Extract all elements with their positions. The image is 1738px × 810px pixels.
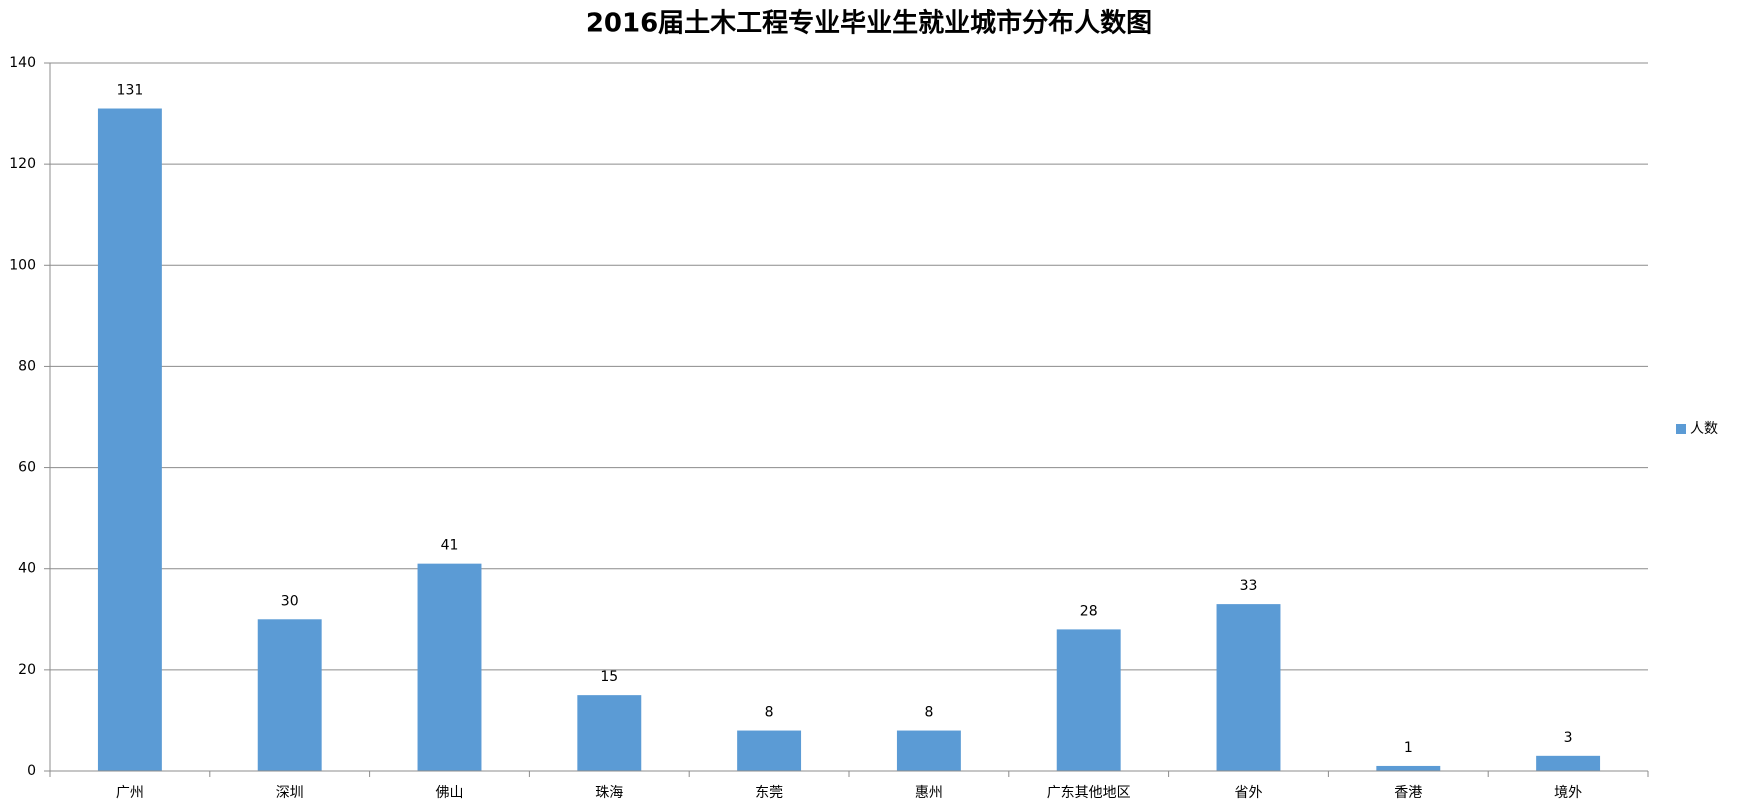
- data-label: 28: [1080, 603, 1098, 619]
- data-label: 41: [441, 538, 459, 554]
- bar: [896, 730, 961, 771]
- bar: [417, 563, 482, 771]
- data-label: 30: [281, 593, 299, 609]
- data-label: 15: [600, 669, 618, 685]
- bar: [257, 619, 322, 771]
- y-tick-label: 100: [9, 257, 36, 273]
- y-tick-label: 60: [18, 460, 36, 476]
- x-tick-label: 境外: [1554, 785, 1582, 801]
- bar: [1376, 765, 1441, 771]
- x-tick-label: 东莞: [755, 785, 783, 801]
- bar: [1216, 604, 1281, 771]
- data-label: 33: [1240, 578, 1258, 594]
- legend-swatch: [1676, 424, 1686, 434]
- y-tick-label: 80: [18, 358, 36, 374]
- data-label: 1: [1404, 740, 1413, 756]
- x-tick-label: 省外: [1235, 785, 1263, 801]
- bar: [1056, 629, 1121, 771]
- y-tick-label: 0: [27, 763, 36, 779]
- bar: [577, 695, 642, 771]
- chart-title: 2016届土木工程专业毕业生就业城市分布人数图: [586, 8, 1152, 39]
- x-tick-label: 惠州: [915, 785, 943, 801]
- y-tick-label: 20: [18, 662, 36, 678]
- legend-label: 人数: [1690, 421, 1718, 437]
- y-tick-label: 40: [18, 561, 36, 577]
- x-tick-label: 深圳: [276, 785, 304, 801]
- data-label: 3: [1564, 730, 1573, 746]
- data-label: 8: [765, 705, 774, 721]
- x-tick-label: 广州: [116, 785, 144, 801]
- y-tick-label: 140: [9, 55, 36, 71]
- data-label: 8: [924, 705, 933, 721]
- y-tick-label: 120: [9, 156, 36, 172]
- x-tick-label: 佛山: [436, 785, 464, 801]
- bar: [97, 108, 162, 771]
- bar: [737, 730, 802, 771]
- x-tick-label: 广东其他地区: [1047, 785, 1131, 801]
- x-tick-label: 珠海: [595, 785, 623, 801]
- x-tick-label: 香港: [1394, 785, 1422, 801]
- bar: [1536, 755, 1601, 771]
- data-label: 131: [117, 83, 144, 99]
